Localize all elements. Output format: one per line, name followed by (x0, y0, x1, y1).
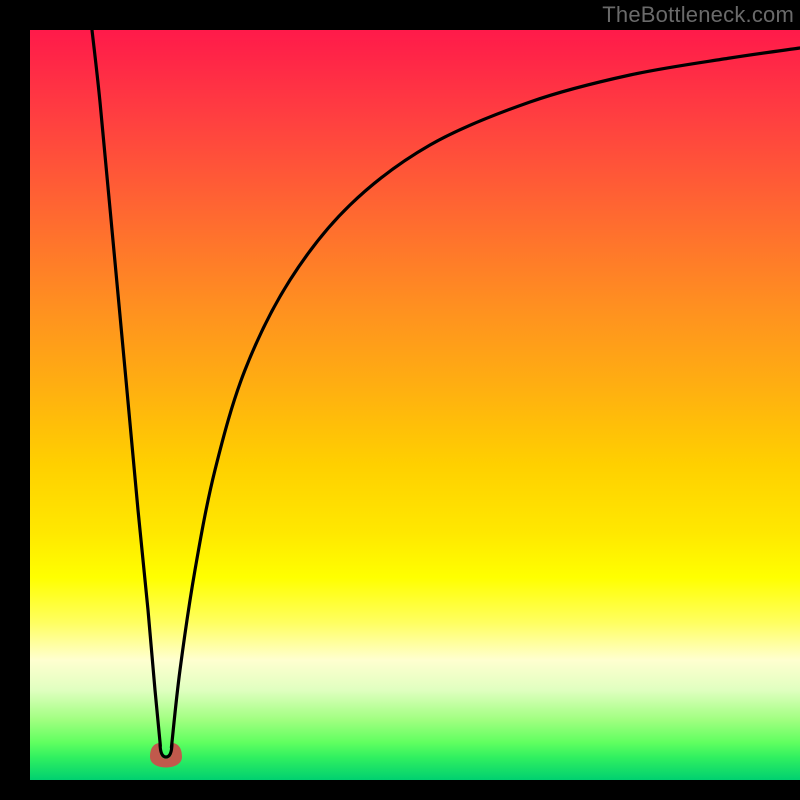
bottleneck-curve (92, 30, 800, 757)
canvas-root: TheBottleneck.com (0, 0, 800, 800)
notch-marker (150, 743, 182, 768)
watermark-text: TheBottleneck.com (602, 2, 794, 28)
curve-overlay-svg (0, 0, 800, 800)
plot-group (92, 30, 800, 768)
